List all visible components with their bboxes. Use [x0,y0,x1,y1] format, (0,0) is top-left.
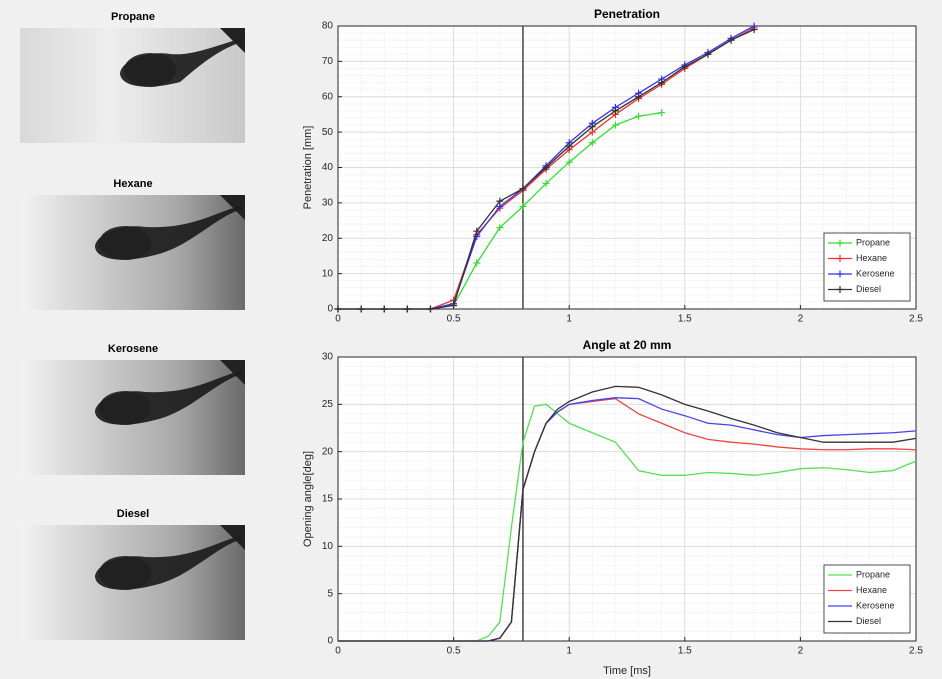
y-tick-label: 70 [322,56,334,67]
x-tick-label: 0 [335,314,341,325]
y-tick-label: 10 [322,541,334,552]
spray-image [20,28,245,143]
image-label: Hexane [113,178,152,190]
legend-marker [836,239,844,247]
legend-label: Diesel [856,284,881,294]
legend-marker [836,270,844,278]
nozzle-corner [220,360,245,385]
nozzle-corner [220,195,245,220]
x-tick-label: 2.5 [909,314,923,325]
spray-head [99,556,151,590]
legend-label: Propane [856,569,890,579]
data-point [542,164,550,171]
data-point [426,305,434,313]
data-point [611,107,619,115]
data-point [450,301,458,309]
data-point [727,36,735,44]
y-tick-label: 10 [322,268,334,279]
data-point [542,179,550,187]
x-tick-label: 1.5 [678,646,692,657]
y-tick-label: 30 [322,198,334,209]
data-point [380,305,388,313]
legend-marker [836,286,844,293]
chart-title: Angle at 20 mm [583,338,672,352]
y-tick-label: 60 [322,91,334,102]
legend-label: Propane [856,237,890,247]
y-axis-label: Penetration [mm] [302,126,314,210]
data-point [681,63,689,71]
data-point [611,121,619,129]
x-tick-label: 2.5 [909,646,923,657]
x-tick-label: 0.5 [447,646,461,657]
image-label: Propane [111,11,155,23]
y-tick-label: 40 [322,162,334,173]
data-point [658,79,666,87]
x-tick-label: 1 [566,646,572,657]
x-tick-label: 1 [566,314,572,325]
spray-head [99,226,151,260]
y-tick-label: 30 [322,352,334,363]
x-tick-label: 2 [798,646,804,657]
data-point [704,50,712,58]
image-label: Kerosene [108,343,158,355]
y-tick-label: 50 [322,127,334,138]
y-tick-label: 5 [327,588,333,599]
data-point [496,224,504,232]
y-tick-label: 0 [327,304,333,315]
legend-label: Kerosene [856,268,895,278]
nozzle-corner [220,525,245,550]
data-point [519,202,527,210]
y-tick-label: 80 [322,21,334,32]
data-point [635,112,643,120]
y-axis-label: Opening angle[deg] [302,451,314,547]
data-point [334,305,342,313]
legend-label: Diesel [856,616,881,626]
legend-label: Hexane [856,253,887,263]
data-point [403,305,411,313]
legend-label: Hexane [856,585,887,595]
spray-image [20,525,245,640]
legend-marker [836,255,844,262]
y-tick-label: 15 [322,494,334,505]
x-axis-label: Time [ms] [603,665,651,677]
data-point [658,109,666,117]
data-point [635,93,643,101]
data-point [565,158,573,166]
x-tick-label: 2 [798,314,804,325]
spray-image [20,360,245,475]
legend-label: Kerosene [856,600,895,610]
y-tick-label: 25 [322,399,334,410]
series-line [338,385,917,642]
spray-head [124,53,176,87]
spray-head [99,391,151,425]
x-tick-label: 0.5 [447,314,461,325]
axes-frame [337,356,917,642]
data-point [473,227,481,235]
y-tick-label: 0 [327,636,333,647]
data-point [565,142,573,150]
data-point [588,139,596,147]
image-background [20,28,245,143]
data-point [588,123,596,131]
data-point [357,305,365,313]
nozzle-corner [220,28,245,53]
spray-image [20,195,245,310]
chart-title: Penetration [594,7,660,21]
data-point [496,197,504,205]
x-tick-label: 0 [335,646,341,657]
data-point [519,185,527,193]
image-label: Diesel [117,508,149,520]
data-point [750,26,758,34]
y-tick-label: 20 [322,233,334,244]
data-point [473,259,481,267]
x-tick-label: 1.5 [678,314,692,325]
axes-frame [337,25,917,310]
series-line [338,403,917,642]
y-tick-label: 20 [322,446,334,457]
